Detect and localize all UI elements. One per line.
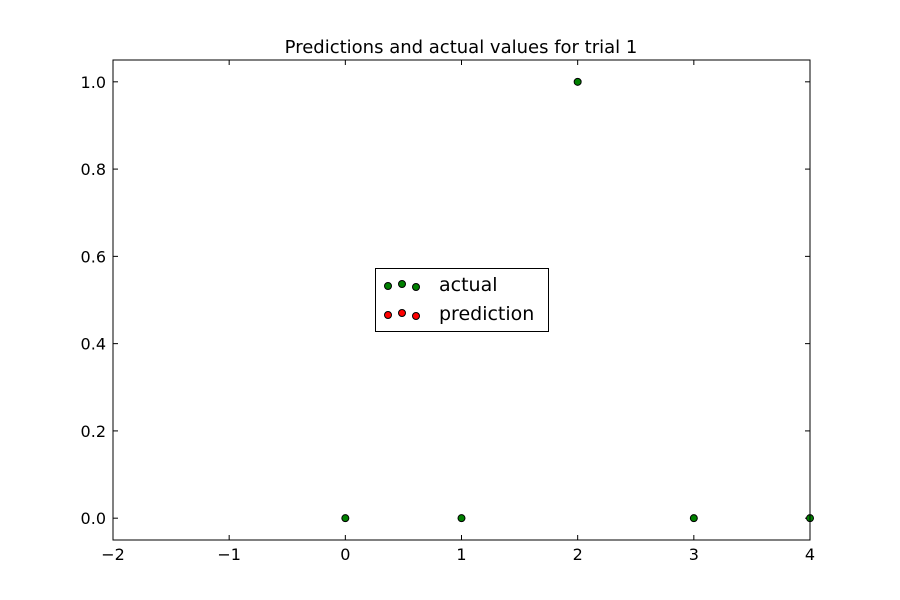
x-tick-label: 1 (456, 545, 466, 564)
x-tick-label: 4 (805, 545, 815, 564)
chart-title: Predictions and actual values for trial … (285, 37, 638, 58)
legend: actual prediction (375, 268, 549, 332)
x-tick-label: −2 (101, 545, 125, 564)
y-tick-label: 0.4 (81, 335, 106, 354)
plot-frame (112, 59, 811, 541)
x-tick-label: 0 (340, 545, 350, 564)
x-tick-label: −1 (217, 545, 241, 564)
y-tick-label: 0.0 (81, 509, 106, 528)
legend-marker-actual (412, 283, 420, 291)
y-tick-label: 1.0 (81, 73, 106, 92)
legend-label-prediction: prediction (439, 303, 534, 325)
legend-marker-prediction (398, 309, 406, 317)
y-tick-label: 0.2 (81, 422, 106, 441)
y-tick-label: 0.8 (81, 160, 106, 179)
x-tick-label: 2 (573, 545, 583, 564)
actual-point (341, 514, 350, 523)
data-points (341, 77, 814, 523)
legend-marker-actual (398, 280, 406, 288)
x-tick-label: 3 (689, 545, 699, 564)
actual-point (457, 514, 466, 523)
legend-marker-prediction (384, 311, 392, 319)
actual-point (689, 514, 698, 523)
actual-point (573, 77, 582, 86)
y-tick-label: 0.6 (81, 247, 106, 266)
legend-box (375, 268, 549, 332)
legend-marker-prediction (412, 312, 420, 320)
y-axis: 0.0 0.2 0.4 0.6 0.8 1.0 (81, 73, 810, 528)
legend-marker-actual (384, 282, 392, 290)
legend-label-actual: actual (439, 274, 498, 296)
